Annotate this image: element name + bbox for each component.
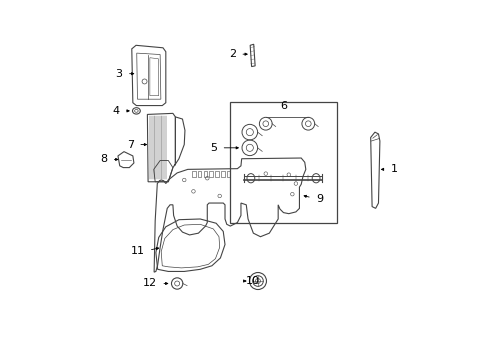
Text: 4: 4 — [112, 106, 120, 116]
Text: 1: 1 — [390, 165, 397, 174]
Text: 7: 7 — [126, 140, 134, 149]
Text: 8: 8 — [100, 154, 107, 165]
Bar — [226, 171, 230, 177]
Text: 12: 12 — [142, 279, 157, 288]
Text: 9: 9 — [315, 194, 323, 204]
Bar — [198, 171, 201, 177]
Text: 10: 10 — [246, 276, 260, 286]
Text: 6: 6 — [280, 100, 286, 111]
Bar — [230, 102, 336, 222]
Text: 5: 5 — [210, 143, 217, 153]
Text: 3: 3 — [115, 69, 122, 79]
Bar — [192, 171, 195, 177]
Bar — [203, 171, 207, 177]
Bar — [209, 171, 212, 177]
Bar — [221, 171, 224, 177]
Text: 2: 2 — [228, 49, 236, 59]
Text: 11: 11 — [130, 246, 144, 256]
Bar — [215, 171, 218, 177]
